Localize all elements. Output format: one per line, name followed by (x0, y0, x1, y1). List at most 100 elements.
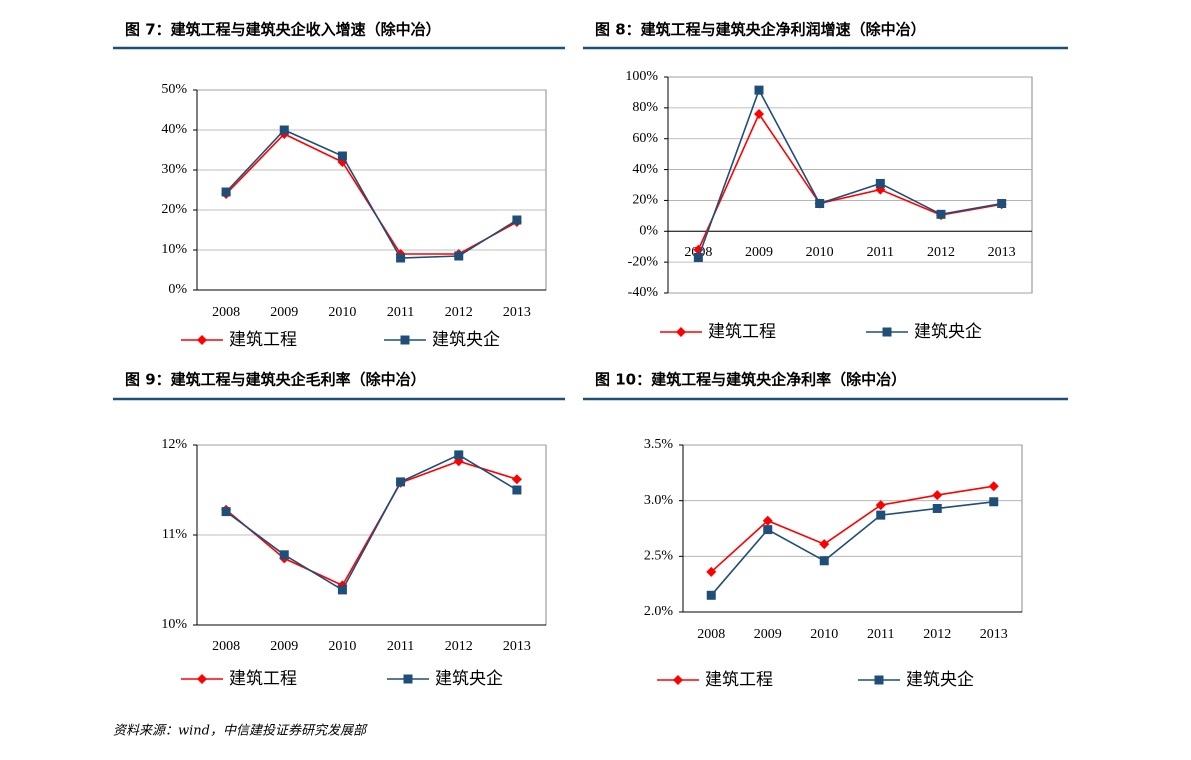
series-line (710, 500, 994, 596)
data-point (279, 550, 289, 560)
x-tick-label: 2008 (212, 639, 240, 654)
x-tick-label: 2012 (445, 639, 473, 654)
y-tick-label: 12% (161, 437, 187, 452)
series-line (225, 129, 518, 259)
data-point (997, 199, 1007, 209)
chart-title: 图 9：建筑工程与建筑央企毛利率（除中冶） (125, 371, 426, 389)
data-point (932, 490, 943, 501)
x-tick-label: 2008 (212, 305, 240, 320)
source-note: 资料来源：wind，中信建投证券研究发展部 (113, 723, 368, 739)
y-tick-label: 10% (161, 617, 187, 632)
chart-title: 图 10：建筑工程与建筑央企净利率（除中冶） (595, 371, 906, 389)
y-tick-label: 80% (632, 100, 658, 115)
x-tick-label: 2011 (387, 305, 414, 320)
y-tick-label: -20% (628, 254, 659, 269)
y-tick-label: 2.0% (644, 604, 674, 619)
x-tick-label: 2011 (867, 627, 894, 642)
x-tick-label: 2009 (270, 305, 298, 320)
series-line (225, 460, 518, 587)
data-point (396, 253, 406, 263)
data-point (512, 485, 522, 495)
data-point (936, 209, 946, 219)
x-tick-label: 2012 (445, 305, 473, 320)
legend-marker (676, 327, 686, 337)
series-line (697, 88, 1002, 258)
y-tick-label: 50% (161, 82, 187, 97)
plot-area (667, 76, 1033, 294)
data-point (989, 497, 999, 507)
y-tick-label: 0% (639, 224, 658, 239)
x-tick-label: 2011 (867, 245, 894, 260)
data-point (754, 85, 764, 95)
y-tick-label: 60% (632, 131, 658, 146)
legend-label: 建筑工程 (229, 330, 297, 350)
plot-area (682, 444, 1023, 613)
series-line (710, 485, 994, 573)
data-point (875, 178, 885, 188)
data-point (454, 251, 464, 261)
data-point (512, 215, 522, 225)
y-tick-label: 100% (625, 69, 658, 84)
data-point (221, 507, 231, 517)
x-tick-label: 2010 (328, 305, 356, 320)
plot-area (196, 89, 547, 291)
legend-label: 建筑工程 (708, 322, 776, 342)
legend-label: 建筑央企 (435, 669, 503, 689)
data-point (762, 515, 773, 526)
series-line (225, 453, 518, 592)
x-tick-label: 2009 (754, 627, 782, 642)
x-tick-label: 2013 (503, 639, 531, 654)
data-point (706, 590, 716, 600)
x-tick-label: 2013 (503, 305, 531, 320)
x-tick-label: 2011 (387, 639, 414, 654)
y-tick-label: 20% (632, 193, 658, 208)
chart-title: 图 8：建筑工程与建筑央企净利润增速（除中冶） (595, 21, 926, 39)
data-point (815, 199, 825, 209)
data-point (932, 503, 942, 513)
x-tick-label: 2010 (806, 245, 834, 260)
y-tick-label: 40% (632, 162, 658, 177)
legend-label: 建筑央企 (914, 322, 982, 342)
y-tick-label: 2.5% (644, 549, 674, 564)
data-point (763, 525, 773, 535)
data-point (396, 477, 406, 487)
legend-marker (882, 327, 892, 337)
y-tick-label: 11% (162, 527, 187, 542)
x-tick-label: 2009 (745, 245, 773, 260)
y-tick-label: -40% (628, 285, 659, 300)
data-point (875, 500, 886, 511)
data-point (876, 510, 886, 520)
x-tick-label: 2010 (810, 627, 838, 642)
legend-label: 建筑工程 (229, 669, 297, 689)
x-tick-label: 2012 (923, 627, 951, 642)
data-point (706, 566, 717, 577)
data-point (279, 125, 289, 135)
data-point (754, 109, 764, 120)
data-point (988, 481, 999, 492)
data-point (819, 556, 829, 566)
data-point (337, 585, 347, 595)
legend-marker (400, 335, 410, 345)
data-point (221, 187, 231, 197)
y-tick-label: 3.0% (644, 493, 674, 508)
data-point (337, 151, 347, 161)
legend-label: 建筑工程 (705, 670, 773, 690)
legend-marker (197, 674, 207, 684)
data-point (511, 474, 522, 485)
y-tick-label: 20% (161, 202, 187, 217)
y-tick-label: 30% (161, 162, 187, 177)
y-tick-label: 3.5% (644, 437, 674, 452)
x-tick-label: 2012 (927, 245, 955, 260)
legend-label: 建筑央企 (906, 670, 974, 690)
legend-marker (403, 674, 413, 684)
data-point (454, 450, 464, 460)
data-point (693, 253, 703, 263)
legend-marker (673, 675, 683, 685)
y-tick-label: 40% (161, 122, 187, 137)
y-tick-label: 0% (168, 282, 187, 297)
x-tick-label: 2010 (328, 639, 356, 654)
legend-label: 建筑央企 (432, 330, 500, 350)
y-tick-label: 10% (161, 242, 187, 257)
x-tick-label: 2013 (988, 245, 1016, 260)
